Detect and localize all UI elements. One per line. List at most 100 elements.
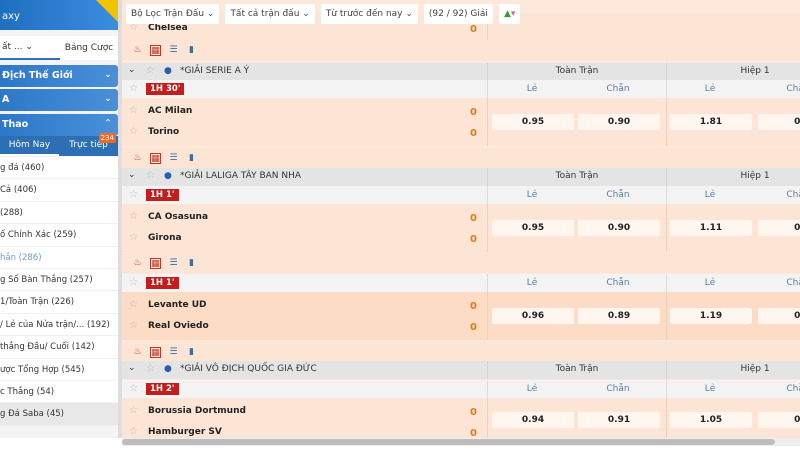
list-item[interactable]: / Lẻ của Nửa trận/... (192): [0, 314, 118, 337]
odd-header: Lẻ: [526, 84, 538, 94]
list-item[interactable]: thắng Đầu/ Cuối (142): [0, 336, 118, 359]
odd-header: Lẻ: [526, 278, 538, 288]
odds-button[interactable]: 0.90: [578, 114, 660, 130]
list-icon[interactable]: ☰: [169, 44, 178, 55]
list-item[interactable]: g đá (460): [0, 157, 118, 180]
star-icon[interactable]: ☆: [146, 363, 155, 374]
odds-button[interactable]: 0.91: [578, 412, 660, 428]
even-header: Chẵn: [786, 84, 800, 94]
odd-header: Lẻ: [526, 190, 538, 200]
grid-icon[interactable]: ▦: [150, 152, 161, 164]
chevron-down-icon[interactable]: ⌄: [128, 170, 136, 180]
star-icon[interactable]: ☆: [129, 277, 138, 288]
odds-button[interactable]: 1.11: [670, 220, 752, 236]
league-header[interactable]: ⌄ ☆ ● *GIẢI LALIGA TÂY BAN NHA Toàn Trận…: [122, 168, 800, 186]
list-item[interactable]: 1/Toàn Trận (226): [0, 291, 118, 314]
list-icon[interactable]: ☰: [169, 152, 178, 163]
star-icon[interactable]: ☆: [129, 232, 138, 243]
live-time-badge: 1H 30': [146, 83, 185, 95]
match-filter-dropdown[interactable]: Bộ Lọc Trận Đấu ⌄: [126, 4, 220, 24]
even-header: Chẵn: [786, 278, 800, 288]
odds-button[interactable]: 0.: [758, 220, 800, 236]
star-icon[interactable]: ☆: [129, 299, 138, 310]
list-item[interactable]: ược Tổng Hợp (545): [0, 359, 118, 381]
stats-icon[interactable]: ▮: [189, 346, 194, 357]
fire-icon[interactable]: ♨: [133, 346, 142, 357]
live-time-badge: 1H 2': [146, 383, 179, 395]
sort-icon[interactable]: ▲▾: [498, 4, 521, 24]
team-name: Chelsea: [148, 23, 188, 33]
tab-bet-list[interactable]: Bảng Cược: [64, 43, 114, 53]
star-icon[interactable]: ☆: [129, 22, 138, 33]
star-icon[interactable]: ☆: [129, 383, 138, 394]
star-icon[interactable]: ☆: [129, 189, 138, 200]
home-team: AC Milan: [148, 106, 193, 116]
star-icon[interactable]: ☆: [129, 320, 138, 331]
all-matches-dropdown[interactable]: Tất cả trận đấu ⌄: [225, 4, 315, 24]
odds-button[interactable]: 1.81: [670, 114, 752, 130]
odds-button[interactable]: 0.94: [492, 412, 574, 428]
league-logo-icon: ●: [164, 171, 172, 181]
horizontal-scrollbar[interactable]: [122, 438, 800, 446]
star-icon[interactable]: ☆: [129, 405, 138, 416]
list-item[interactable]: c Thắng (54): [0, 381, 118, 404]
star-icon[interactable]: ☆: [129, 105, 138, 116]
chevron-down-icon[interactable]: ⌄: [128, 65, 136, 75]
section-world-cup[interactable]: Địch Thế Giới ⌄: [0, 65, 118, 87]
stats-icon[interactable]: ▮: [189, 152, 194, 163]
star-icon[interactable]: ☆: [129, 426, 138, 437]
list-item[interactable]: g Đá Saba (45): [0, 403, 118, 426]
tab-live[interactable]: Trực tiếp 234: [69, 133, 116, 150]
even-header: Chẵn: [606, 278, 630, 288]
odds-button[interactable]: 0.: [758, 412, 800, 428]
sidebar: axy ất ... ⌄ Bảng Cược Địch Thế Giới ⌄ A ⌄…: [0, 0, 118, 438]
score: 0: [470, 24, 477, 35]
match-table: Bộ Lọc Trận Đấu ⌄ Tất cả trận đấu ⌄ Từ t…: [122, 0, 800, 438]
list-item[interactable]: g Số Bàn Thắng (257): [0, 269, 118, 292]
tab-today[interactable]: Hôm Nay: [0, 136, 59, 156]
match-tools: ♨ ▦ ☰ ▮: [122, 342, 800, 362]
odds-button[interactable]: 0.96: [492, 308, 574, 324]
star-icon[interactable]: ☆: [129, 126, 138, 137]
league-header[interactable]: ⌄ ☆ ● *GIẢI VÔ ĐỊCH QUỐC GIA ĐỨC Toàn Tr…: [122, 361, 800, 379]
match-subheader: ☆ 1H 30' Lẻ Chẵn Lẻ Chẵn: [122, 80, 800, 98]
section-a[interactable]: A ⌄: [0, 89, 118, 111]
grid-icon[interactable]: ▦: [150, 257, 161, 269]
promo-banner[interactable]: axy: [0, 0, 118, 30]
odds-button[interactable]: 0.: [758, 308, 800, 324]
list-item[interactable]: hẳn (286): [0, 247, 118, 269]
star-icon[interactable]: ☆: [146, 65, 155, 76]
odds-button[interactable]: 1.19: [670, 308, 752, 324]
odds-button[interactable]: 0.89: [578, 308, 660, 324]
tab-account[interactable]: ất ... ⌄: [0, 36, 60, 60]
odds-button[interactable]: 0.90: [578, 220, 660, 236]
star-icon[interactable]: ☆: [146, 170, 155, 181]
chevron-down-icon[interactable]: ⌄: [128, 363, 136, 373]
first-half-header: Hiệp 1: [740, 171, 770, 181]
section-sports[interactable]: Thao ⌃: [0, 114, 118, 136]
star-icon[interactable]: ☆: [129, 211, 138, 222]
odds-button[interactable]: 0.95: [492, 220, 574, 236]
fire-icon[interactable]: ♨: [133, 257, 142, 268]
star-icon[interactable]: ☆: [129, 83, 138, 94]
list-icon[interactable]: ☰: [169, 346, 178, 357]
home-score: 0: [470, 107, 477, 118]
list-item[interactable]: Cả (406): [0, 179, 118, 202]
list-icon[interactable]: ☰: [169, 257, 178, 268]
grid-icon[interactable]: ▦: [150, 44, 161, 56]
league-header[interactable]: ⌄ ☆ ● *GIẢI SERIE A Ý Toàn Trận Hiệp 1: [122, 63, 800, 81]
fire-icon[interactable]: ♨: [133, 152, 142, 163]
fire-icon[interactable]: ♨: [133, 44, 142, 55]
odds-button[interactable]: 0.95: [492, 114, 574, 130]
odds-button[interactable]: 0.: [758, 114, 800, 130]
sidebar-scrollbar[interactable]: [118, 0, 122, 438]
stats-icon[interactable]: ▮: [189, 44, 194, 55]
home-score: 0: [470, 301, 477, 312]
league-count[interactable]: (92 / 92) Giải: [423, 4, 493, 24]
list-item[interactable]: ố Chính Xác (259): [0, 224, 118, 247]
grid-icon[interactable]: ▦: [150, 346, 161, 358]
odds-button[interactable]: 1.05: [670, 412, 752, 428]
stats-icon[interactable]: ▮: [189, 257, 194, 268]
list-item[interactable]: (288): [0, 202, 118, 225]
time-range-dropdown[interactable]: Từ trước đến nay ⌄: [320, 4, 418, 24]
